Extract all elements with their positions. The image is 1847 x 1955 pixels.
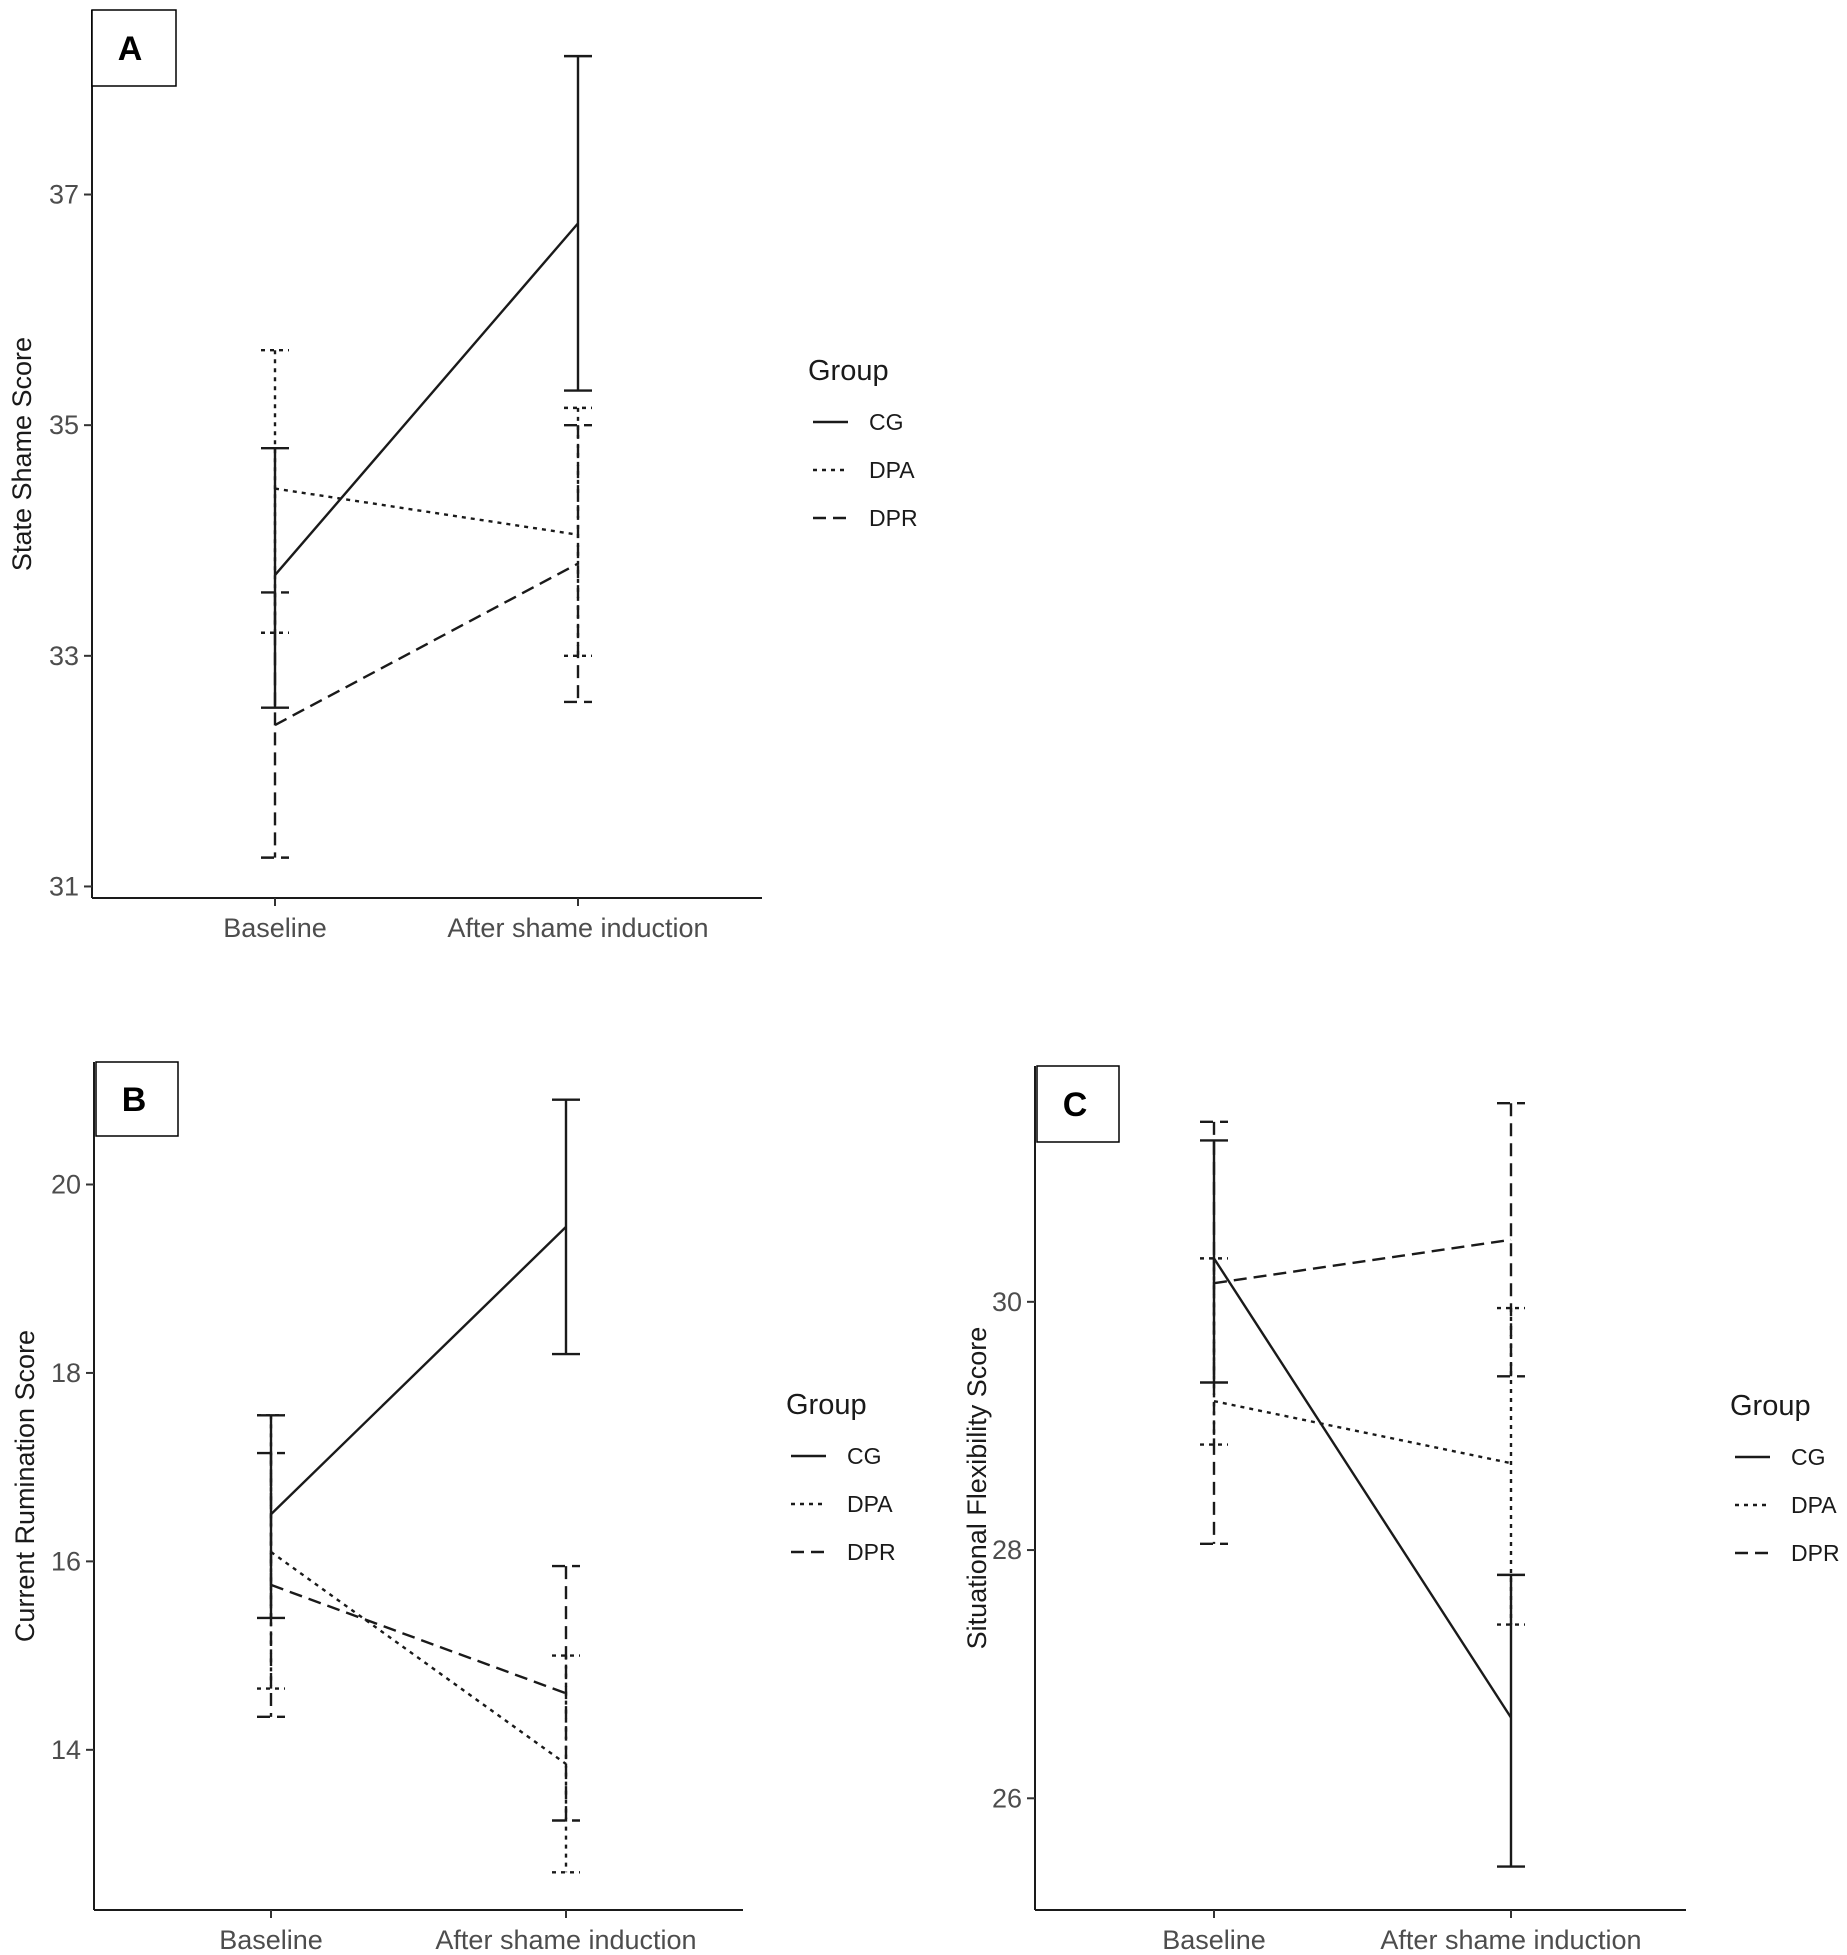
y-tick-label: 14: [51, 1735, 81, 1765]
y-tick-label: 16: [51, 1546, 81, 1576]
panel-letter-box: [1036, 1065, 1120, 1143]
y-axis-title: State Shame Score: [7, 337, 37, 571]
legend-label: CG: [1791, 1444, 1826, 1470]
series-line: [1213, 1238, 1512, 1285]
y-tick-label: 30: [992, 1287, 1022, 1317]
legend: Group CG DPA DPR: [808, 355, 918, 531]
y-tick-label: 37: [49, 180, 79, 210]
series-cg: [257, 1098, 580, 1620]
series-cg: [1200, 1139, 1525, 1868]
x-tick-label: Baseline: [223, 913, 327, 943]
legend-title: Group: [1730, 1390, 1811, 1422]
x-tick-label: After shame induction: [1380, 1925, 1641, 1955]
x-tick-label: After shame induction: [435, 1925, 696, 1955]
series-line: [1213, 1399, 1512, 1465]
panel-letter: A: [118, 30, 143, 68]
series-line: [270, 1226, 567, 1516]
legend-label: DPR: [869, 505, 918, 531]
legend-label: DPA: [1791, 1492, 1837, 1518]
series-line: [1212, 1257, 1513, 1719]
legend-title: Group: [808, 355, 889, 387]
series-line: [270, 1550, 567, 1765]
series-cg: [261, 54, 592, 709]
y-tick-label: 28: [992, 1535, 1022, 1565]
legend-label: DPA: [847, 1491, 893, 1517]
panel-letter: B: [122, 1081, 147, 1119]
series-line: [274, 562, 579, 727]
x-tick-label: Baseline: [1162, 1925, 1266, 1955]
x-tick-label: After shame induction: [447, 913, 708, 943]
panel-a: 31 33 35 37 Baseline After shame induction Sta…: [7, 9, 918, 943]
panel-letter-box: [95, 1061, 179, 1137]
series-dpr: [261, 423, 592, 859]
y-tick-label: 26: [992, 1783, 1022, 1813]
y-tick-label: 31: [49, 871, 79, 901]
legend-label: CG: [869, 409, 904, 435]
legend-label: DPA: [869, 457, 915, 483]
panel-b: 14 16 18 20 Baseline After shame induction Cur…: [10, 1061, 896, 1955]
series-line: [274, 222, 579, 576]
y-axis-title: Current Rumination Score: [10, 1330, 40, 1642]
legend-label: DPR: [1791, 1540, 1840, 1566]
y-axis-title: Situational Flexibility Score: [962, 1327, 992, 1650]
series-line: [274, 487, 579, 536]
legend-title: Group: [786, 1389, 867, 1421]
panel-c: 26 28 30 Baseline After shame induction Situa…: [962, 1065, 1840, 1955]
y-tick-label: 20: [51, 1169, 81, 1199]
x-tick-label: Baseline: [219, 1925, 323, 1955]
y-tick-label: 33: [49, 641, 79, 671]
y-tick-label: 18: [51, 1358, 81, 1388]
legend: Group CG DPA DPR: [1730, 1390, 1840, 1566]
series-dpa: [257, 1414, 580, 1874]
series-dpr: [1200, 1102, 1525, 1546]
series-dpa: [261, 349, 592, 658]
panel-letter: C: [1063, 1086, 1088, 1124]
panel-letter-box: [91, 9, 177, 87]
legend-label: CG: [847, 1443, 882, 1469]
legend-label: DPR: [847, 1539, 896, 1565]
series-line: [270, 1583, 567, 1695]
series-dpr: [257, 1451, 580, 1822]
y-tick-label: 35: [49, 410, 79, 440]
legend: Group CG DPA DPR: [786, 1389, 896, 1565]
